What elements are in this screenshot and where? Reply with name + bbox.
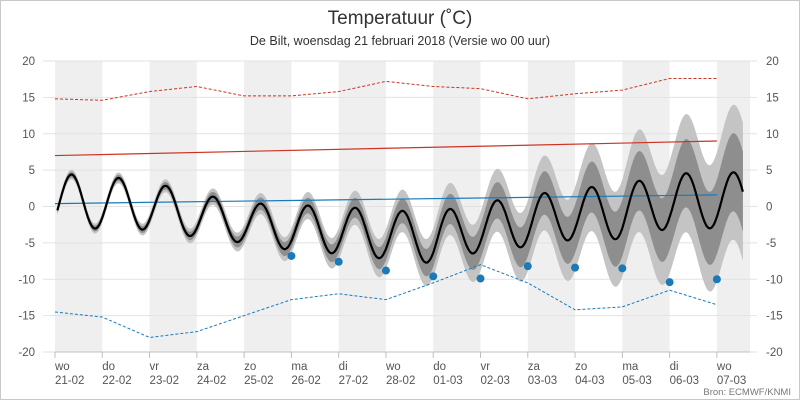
y-tick-label: 5 — [766, 165, 772, 177]
x-tick-day: zo — [244, 361, 256, 373]
y-tick-label: -15 — [766, 311, 783, 323]
x-tick-date: 27-02 — [339, 375, 368, 387]
y-tick-label: -20 — [766, 347, 783, 359]
x-tick-day: do — [433, 361, 446, 373]
y-tick-label: 20 — [766, 56, 779, 68]
measured-minimum-dots — [287, 251, 721, 287]
line-record-minimum — [54, 264, 718, 338]
source-credit: Bron: ECMWF/KNMI — [703, 387, 791, 398]
x-tick-day: za — [528, 361, 541, 373]
ensemble-bands — [57, 104, 743, 292]
x-tick-date: 02-03 — [481, 375, 510, 387]
x-tick-day: vr — [150, 361, 160, 373]
chart-title: Temperatuur (˚C) — [328, 8, 473, 29]
y-tick-label: 10 — [22, 129, 35, 141]
y-tick-label: 15 — [766, 92, 779, 104]
y-tick-label: -20 — [18, 347, 35, 359]
x-tick-day: wo — [385, 361, 401, 373]
y-tick-label: -15 — [18, 311, 35, 323]
x-tick-date: 25-02 — [244, 375, 273, 387]
x-tick-date: 22-02 — [102, 375, 131, 387]
x-tick-date: 05-03 — [622, 375, 651, 387]
x-tick-date: 21-02 — [55, 375, 84, 387]
data-point — [476, 274, 485, 283]
x-tick-date: 06-03 — [670, 375, 699, 387]
data-point — [334, 257, 343, 266]
y-tick-label: 20 — [22, 56, 35, 68]
x-tick-day: vr — [481, 361, 491, 373]
line-klimaat-gemiddelde — [54, 194, 717, 205]
y-tick-label: 10 — [766, 129, 779, 141]
ensemble-inner-band — [57, 133, 743, 277]
y-axis-left: 20 15 10 5 0 -5 -10 -15 -20 — [18, 56, 35, 359]
x-tick-day: do — [102, 361, 115, 373]
series-lines — [54, 77, 744, 338]
data-point — [665, 278, 674, 287]
x-tick-date: 28-02 — [386, 375, 415, 387]
x-tick-date: 03-03 — [528, 375, 557, 387]
x-tick-day: za — [197, 361, 210, 373]
x-axis: wo 21-02 do 22-02 vr 23-02 za 24-02 zo 25-02 ma 26-… — [54, 351, 750, 387]
line-gemiddelde-maximum — [54, 140, 717, 157]
data-point — [381, 266, 390, 275]
x-tick-date: 23-02 — [150, 375, 179, 387]
data-point — [571, 263, 580, 272]
x-tick-day: di — [339, 361, 348, 373]
x-tick-day: di — [670, 361, 679, 373]
x-tick-date: 01-03 — [433, 375, 462, 387]
y-tick-label: 5 — [29, 165, 35, 177]
line-record-maximum — [54, 77, 717, 101]
y-tick-label: -10 — [18, 274, 35, 286]
y-tick-label: 0 — [766, 202, 772, 214]
line-forecast-mean — [56, 171, 744, 264]
x-tick-date: 07-03 — [717, 375, 746, 387]
x-tick-date: 24-02 — [197, 375, 226, 387]
x-tick-day: wo — [716, 361, 732, 373]
data-point — [287, 251, 296, 260]
y-tick-label: -10 — [766, 274, 783, 286]
x-tick-day: zo — [575, 361, 587, 373]
y-tick-label: 0 — [29, 202, 35, 214]
x-tick-date: 26-02 — [291, 375, 320, 387]
y-tick-label: -5 — [766, 238, 776, 250]
x-tick-day: ma — [622, 361, 639, 373]
y-axis-right: 20 15 10 5 0 -5 -10 -15 -20 — [766, 56, 783, 359]
x-tick-date: 04-03 — [575, 375, 604, 387]
y-tick-label: 15 — [22, 92, 35, 104]
data-point — [429, 272, 438, 281]
chart-subtitle: De Bilt, woensdag 21 februari 2018 (Vers… — [250, 34, 550, 48]
data-point — [523, 262, 532, 271]
x-tick-day: ma — [291, 361, 308, 373]
x-tick-day: wo — [54, 361, 70, 373]
data-point — [712, 275, 721, 284]
y-tick-label: -5 — [25, 238, 35, 250]
data-point — [618, 264, 627, 273]
